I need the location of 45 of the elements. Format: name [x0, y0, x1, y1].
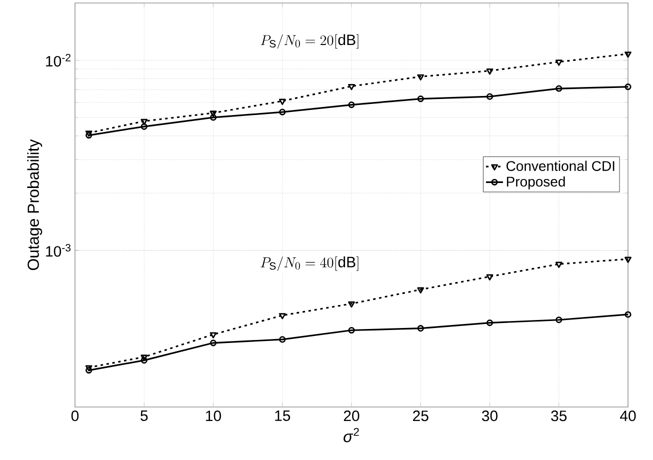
point	[556, 85, 562, 92]
x-tick-label: 20	[344, 410, 360, 422]
point	[348, 326, 355, 334]
x-tick-label: 10	[206, 410, 221, 422]
point	[555, 262, 562, 268]
point	[210, 340, 217, 346]
point	[486, 274, 494, 280]
point	[279, 108, 286, 116]
annotation: $P_{\mathrm{S}}/N_0 = 40[\mathrm{dB}]$	[260, 256, 358, 271]
x-tick-label: 35	[551, 410, 567, 422]
y-tick-label: 10$^{-3}$	[46, 244, 71, 257]
point	[210, 332, 217, 338]
point	[140, 357, 148, 364]
x-tick-label: 5	[140, 410, 148, 421]
y-tick-label: 10$^{-2}$	[46, 54, 70, 67]
point	[486, 319, 494, 326]
point	[140, 354, 148, 361]
x-tick-label: 30	[482, 410, 498, 422]
point	[348, 84, 355, 90]
point	[555, 60, 562, 66]
legend-label: Conventional CDI	[506, 160, 614, 171]
x-tick-label: 0	[71, 410, 79, 422]
point	[348, 301, 355, 308]
legend-label: Proposed	[506, 176, 565, 190]
point	[486, 68, 494, 75]
point	[278, 98, 286, 105]
point	[417, 325, 424, 332]
point	[624, 256, 632, 263]
point	[624, 52, 632, 58]
annotation: $P_{\mathrm{S}}/N_0 = 20[\mathrm{dB}]$	[260, 34, 358, 49]
point	[210, 114, 217, 121]
point	[417, 74, 424, 81]
point	[556, 316, 562, 324]
x-tick-label: 25	[413, 410, 428, 422]
point	[417, 95, 424, 102]
x-tick-label: 15	[275, 410, 290, 421]
point	[278, 313, 286, 320]
point	[417, 287, 424, 294]
point	[486, 93, 494, 100]
point	[279, 336, 286, 343]
x-tick-label: 40	[620, 410, 636, 422]
point	[348, 102, 355, 108]
x-axis-title: σ$^{2}$	[344, 428, 359, 442]
point	[210, 110, 217, 117]
y-axis-title: Outage Probability	[27, 139, 42, 270]
